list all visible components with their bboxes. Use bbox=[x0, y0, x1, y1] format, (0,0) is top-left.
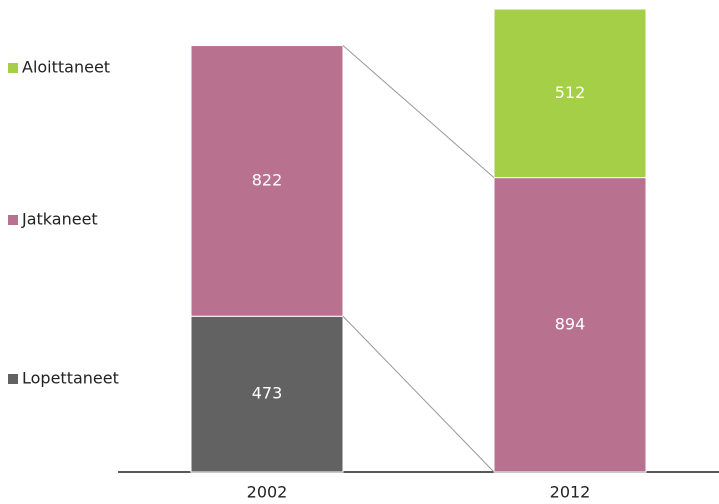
x-tick-label: 2002 bbox=[247, 483, 288, 502]
bar-segment bbox=[190, 315, 344, 473]
value-label: 894 bbox=[555, 314, 586, 333]
legend-swatch bbox=[8, 215, 18, 225]
bar-segment bbox=[190, 45, 344, 317]
value-label: 473 bbox=[252, 384, 283, 403]
legend-label: Lopettaneet bbox=[22, 369, 119, 388]
connector bbox=[342, 45, 495, 178]
connector bbox=[342, 315, 495, 473]
legend-swatch bbox=[8, 63, 18, 73]
bar-segment bbox=[493, 8, 647, 179]
legend-label: Jatkaneet bbox=[21, 210, 98, 229]
bar-segment bbox=[493, 177, 647, 473]
x-tick-label: 2012 bbox=[550, 483, 591, 502]
value-label: 512 bbox=[555, 83, 586, 102]
value-label: 822 bbox=[252, 170, 283, 189]
legend-label: Aloittaneet bbox=[22, 58, 110, 77]
legend-swatch bbox=[8, 374, 18, 384]
